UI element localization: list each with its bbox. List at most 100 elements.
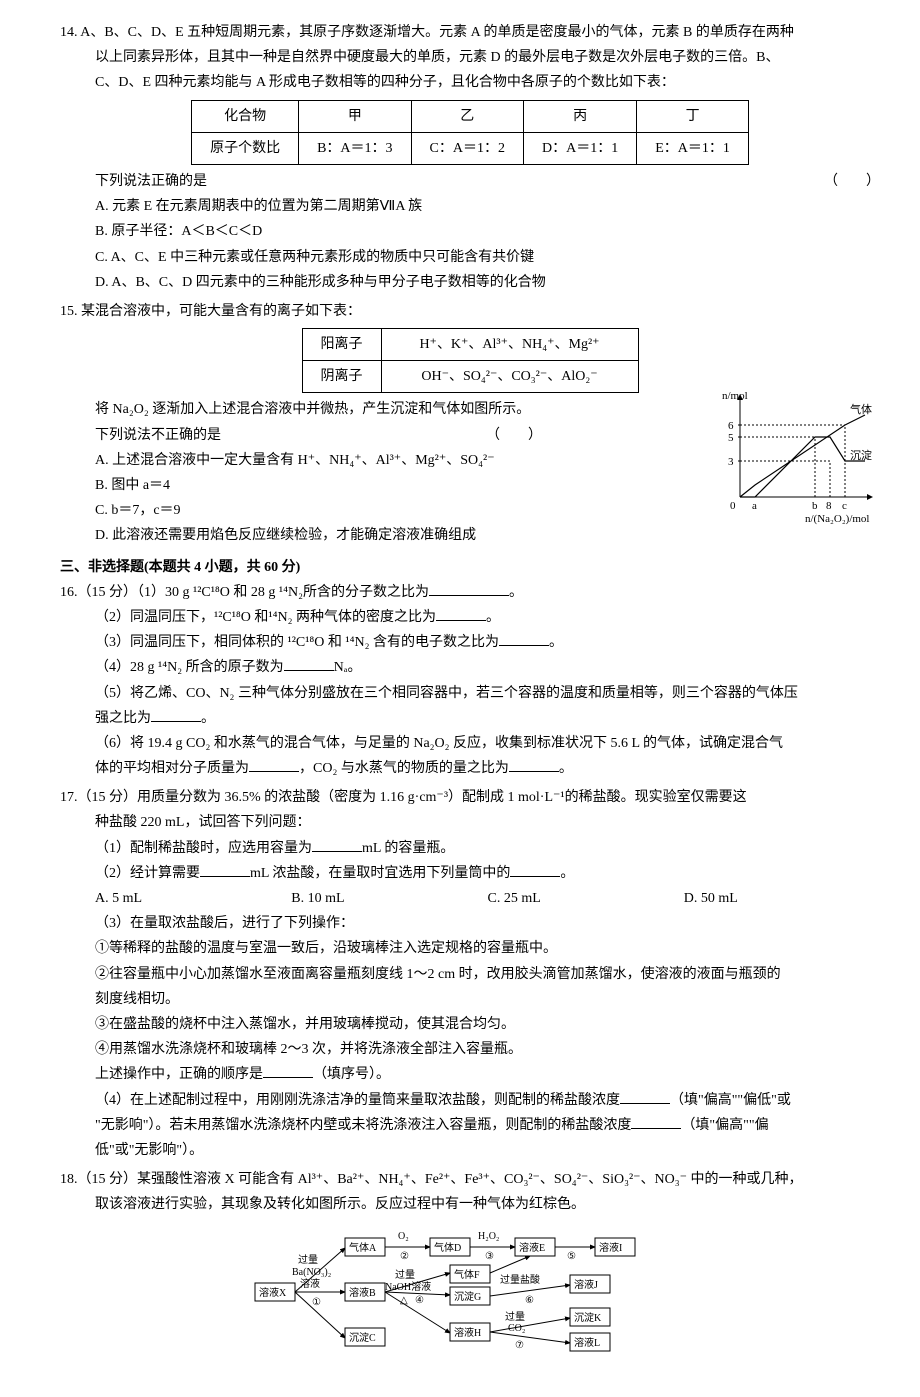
svg-text:溶液X: 溶液X bbox=[259, 1286, 287, 1299]
q18-stem2: 取该溶液进行实验，其现象及转化如图所示。反应过程中有一种气体为红棕色。 bbox=[60, 1192, 880, 1217]
blank bbox=[510, 862, 560, 877]
svg-text:⑦: ⑦ bbox=[515, 1340, 524, 1351]
svg-text:沉淀K: 沉淀K bbox=[574, 1311, 602, 1324]
svg-text:CO₂: CO₂ bbox=[508, 1323, 525, 1334]
question-14: 14. A、B、C、D、E 五种短周期元素，其原子序数逐渐增大。元素 A 的单质… bbox=[60, 20, 880, 295]
q16-p6a: （6）将 19.4 g CO₂ 和水蒸气的混合气体，与足量的 Na₂O₂ 反应，… bbox=[60, 731, 880, 756]
q17-order: 上述操作中，正确的顺序是（填序号）。 bbox=[60, 1062, 880, 1087]
svg-text:NaOH溶液: NaOH溶液 bbox=[385, 1280, 431, 1293]
q17-p4-l1: （4）在上述配制过程中，用刚刚洗涤洁净的量筒来量取浓盐酸，则配制的稀盐酸浓度（填… bbox=[60, 1088, 880, 1113]
q17-s2b: 刻度线相切。 bbox=[60, 987, 880, 1012]
q17-optD: D. 50 mL bbox=[684, 886, 880, 911]
blank bbox=[200, 862, 250, 877]
svg-text:c: c bbox=[842, 500, 847, 512]
q17-p1: （1）配制稀盐酸时，应选用容量为mL 的容量瓶。 bbox=[60, 836, 880, 861]
svg-text:O₂: O₂ bbox=[398, 1231, 409, 1242]
q17-p3: （3）在量取浓盐酸后，进行了下列操作： bbox=[60, 911, 880, 936]
blank bbox=[499, 631, 549, 646]
chart-ylabel: n/mol bbox=[722, 390, 748, 402]
svg-text:沉淀C: 沉淀C bbox=[349, 1331, 376, 1344]
q14-mid: 下列说法正确的是 （ ） bbox=[60, 169, 880, 194]
svg-text:过量: 过量 bbox=[395, 1268, 415, 1281]
q14-stem-line2: 以上同素异形体，且其中一种是自然界中硬度最大的单质，元素 D 的最外层电子数是次… bbox=[60, 45, 880, 70]
svg-text:③: ③ bbox=[485, 1251, 494, 1262]
q14-cell3: E：A＝1：1 bbox=[637, 132, 749, 164]
blank bbox=[151, 707, 201, 722]
q16-p5b: 强之比为。 bbox=[60, 706, 880, 731]
chart-xlabel: n/(Na₂O₂)/mol bbox=[805, 513, 870, 525]
blank bbox=[312, 837, 362, 852]
section-3-title: 三、非选择题(本题共 4 小题，共 60 分) bbox=[60, 555, 880, 580]
blank bbox=[263, 1063, 313, 1078]
svg-text:过量盐酸: 过量盐酸 bbox=[500, 1273, 540, 1286]
q18-flowchart: 溶液X 过量 Ba(NO₃)₂ 溶液 ① 气体A 溶液B 沉淀C O₂ ② 气体… bbox=[60, 1223, 880, 1372]
q14-th3: 丙 bbox=[524, 100, 637, 132]
svg-text:0: 0 bbox=[730, 500, 736, 512]
svg-text:溶液H: 溶液H bbox=[454, 1326, 481, 1339]
q15-chart: n/mol n/(Na₂O₂)/mol 3 5 6 a b 8 c 0 气体 沉… bbox=[720, 387, 880, 536]
q17-stem2: 种盐酸 220 mL，试回答下列问题： bbox=[60, 810, 880, 835]
q14-optC: C. A、C、E 中三种元素或任意两种元素形成的物质中只可能含有共价键 bbox=[60, 245, 880, 270]
svg-text:溶液E: 溶液E bbox=[519, 1241, 545, 1254]
q14-cell0: B：A＝1：3 bbox=[299, 132, 411, 164]
svg-text:△: △ bbox=[400, 1295, 408, 1306]
svg-text:气体A: 气体A bbox=[349, 1241, 377, 1254]
q14-optB: B. 原子半径：A＜B＜C＜D bbox=[60, 219, 880, 244]
q17-optA: A. 5 mL bbox=[95, 886, 291, 911]
q17-s4: ④用蒸馏水洗涤烧杯和玻璃棒 2～3 次，并将洗涤液全部注入容量瓶。 bbox=[60, 1037, 880, 1062]
svg-text:6: 6 bbox=[728, 420, 734, 432]
q17-p2: （2）经计算需要mL 浓盐酸，在量取时宜选用下列量筒中的。 bbox=[60, 861, 880, 886]
q14-cell2: D：A＝1：1 bbox=[524, 132, 637, 164]
svg-text:⑤: ⑤ bbox=[567, 1251, 576, 1262]
question-18: 18.（15 分）某强酸性溶液 X 可能含有 Al³⁺、Ba²⁺、NH₄⁺、Fe… bbox=[60, 1167, 880, 1373]
q16-p3: （3）同温同压下，相同体积的 ¹²C¹⁸O 和 ¹⁴N₂ 含有的电子数之比为。 bbox=[60, 630, 880, 655]
q16-p1: 16.（15 分）（1）30 g ¹²C¹⁸O 和 28 g ¹⁴N₂所含的分子… bbox=[60, 580, 880, 605]
q14-th0: 化合物 bbox=[192, 100, 299, 132]
svg-text:溶液: 溶液 bbox=[300, 1277, 320, 1290]
q17-stem1: 17.（15 分）用质量分数为 36.5% 的浓盐酸（密度为 1.16 g·cm… bbox=[60, 785, 880, 810]
q15-anion-label: 阴离子 bbox=[302, 361, 381, 393]
q16-p2: （2）同温同压下，¹²C¹⁸O 和¹⁴N₂ 两种气体的密度之比为。 bbox=[60, 605, 880, 630]
svg-text:过量: 过量 bbox=[298, 1253, 318, 1266]
svg-text:过量: 过量 bbox=[505, 1310, 525, 1323]
blank bbox=[284, 656, 334, 671]
q14-mid-text: 下列说法正确的是 bbox=[95, 174, 207, 189]
q15-anions: OH⁻、SO₄²⁻、CO₃²⁻、AlO₂⁻ bbox=[381, 361, 638, 393]
question-16: 16.（15 分）（1）30 g ¹²C¹⁸O 和 28 g ¹⁴N₂所含的分子… bbox=[60, 580, 880, 782]
q14-stem-line1: 14. A、B、C、D、E 五种短周期元素，其原子序数逐渐增大。元素 A 的单质… bbox=[60, 20, 880, 45]
q16-p6b: 体的平均相对分子质量为，CO₂ 与水蒸气的物质的量之比为。 bbox=[60, 756, 880, 781]
q17-s1: ①等稀释的盐酸的温度与室温一致后，沿玻璃棒注入选定规格的容量瓶中。 bbox=[60, 936, 880, 961]
svg-text:气体D: 气体D bbox=[434, 1241, 461, 1254]
svg-text:气体F: 气体F bbox=[454, 1268, 480, 1281]
q16-p5a: （5）将乙烯、CO、N₂ 三种气体分别盛放在三个相同容器中，若三个容器的温度和质… bbox=[60, 681, 880, 706]
q15-mid2-text: 下列说法不正确的是 bbox=[95, 428, 221, 443]
svg-text:②: ② bbox=[400, 1251, 409, 1262]
q15-cation-label: 阳离子 bbox=[302, 329, 381, 361]
svg-text:8: 8 bbox=[826, 500, 832, 512]
svg-text:b: b bbox=[812, 500, 818, 512]
q14-optD: D. A、B、C、D 四元素中的三种能形成多种与甲分子电子数相等的化合物 bbox=[60, 270, 880, 295]
blank bbox=[631, 1114, 681, 1129]
svg-text:①: ① bbox=[312, 1297, 321, 1308]
svg-text:沉淀G: 沉淀G bbox=[454, 1290, 481, 1303]
q17-s2a: ②往容量瓶中小心加蒸馏水至液面离容量瓶刻度线 1～2 cm 时，改用胶头滴管加蒸… bbox=[60, 962, 880, 987]
q17-options: A. 5 mL B. 10 mL C. 25 mL D. 50 mL bbox=[60, 886, 880, 911]
blank bbox=[620, 1089, 670, 1104]
q17-optC: C. 25 mL bbox=[488, 886, 684, 911]
question-15: 15. 某混合溶液中，可能大量含有的离子如下表： 阳离子 H⁺、K⁺、Al³⁺、… bbox=[60, 299, 880, 549]
svg-text:⑥: ⑥ bbox=[525, 1295, 534, 1306]
q18-stem1: 18.（15 分）某强酸性溶液 X 可能含有 Al³⁺、Ba²⁺、NH₄⁺、Fe… bbox=[60, 1167, 880, 1192]
q14-th2: 乙 bbox=[411, 100, 523, 132]
q14-table: 化合物 甲 乙 丙 丁 原子个数比 B：A＝1：3 C：A＝1：2 D：A＝1：… bbox=[191, 100, 749, 165]
precip-label: 沉淀 bbox=[850, 448, 872, 462]
svg-text:④: ④ bbox=[415, 1295, 424, 1306]
q15-cations: H⁺、K⁺、Al³⁺、NH₄⁺、Mg²⁺ bbox=[381, 329, 638, 361]
q17-p4-l3: 低"或"无影响"）。 bbox=[60, 1138, 880, 1163]
svg-text:溶液B: 溶液B bbox=[349, 1286, 376, 1299]
answer-paren: （ ） bbox=[824, 169, 880, 194]
q16-p4: （4）28 g ¹⁴N₂ 所含的原子数为Nₐ。 bbox=[60, 655, 880, 680]
q17-optB: B. 10 mL bbox=[291, 886, 487, 911]
gas-label: 气体 bbox=[850, 402, 872, 416]
svg-text:a: a bbox=[752, 500, 757, 512]
answer-paren: （ ） bbox=[486, 423, 542, 448]
